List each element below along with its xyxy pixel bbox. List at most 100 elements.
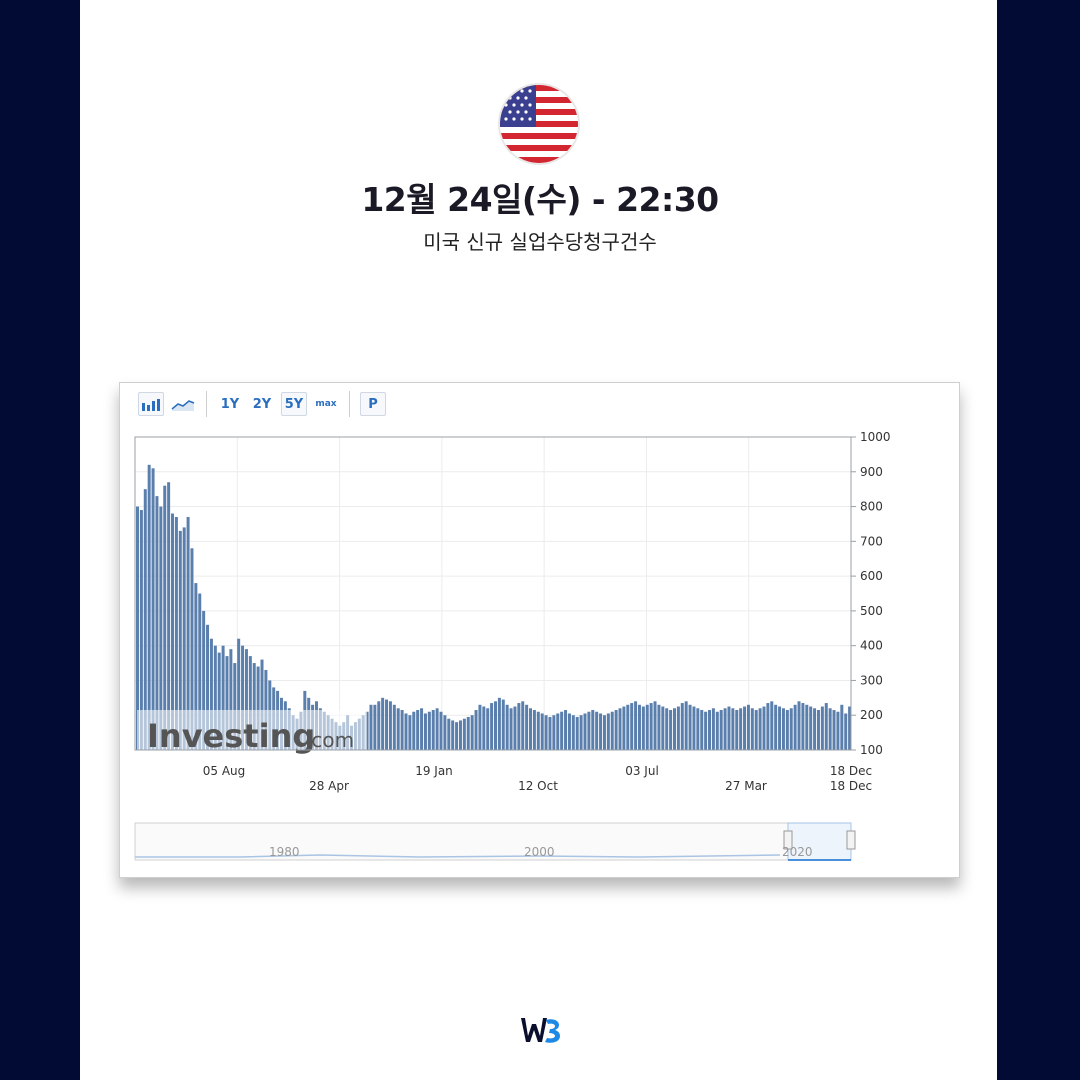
- print-button[interactable]: P: [360, 392, 386, 416]
- bar: [684, 701, 688, 750]
- bar: [217, 652, 221, 750]
- navigator-label-1980: 1980: [269, 845, 300, 859]
- bar: [186, 516, 190, 750]
- y-tick-label: 700: [860, 534, 883, 548]
- bar: [805, 704, 809, 750]
- bar: [147, 464, 151, 750]
- bar: [610, 711, 614, 750]
- bar: [828, 708, 832, 750]
- bar: [377, 701, 381, 750]
- y-tick-label: 300: [860, 673, 883, 687]
- event-name-subtitle: 미국 신규 실업수당청구건수: [423, 230, 657, 254]
- chart-card: 1Y 2Y 5Y max P Investing .com 100 200 300 4…: [119, 382, 960, 878]
- y-tick-label: 400: [860, 639, 883, 653]
- x-label-row1: 05 Aug: [203, 764, 246, 778]
- line-chart-icon[interactable]: [170, 392, 196, 416]
- bar: [746, 704, 750, 750]
- bar: [412, 711, 416, 750]
- bar: [564, 710, 568, 750]
- bar: [548, 716, 552, 750]
- bar: [575, 716, 579, 750]
- bar: [754, 710, 758, 750]
- navigator[interactable]: 1980 2000 2020: [134, 822, 856, 861]
- wb-logo-icon: [519, 1014, 563, 1046]
- event-datetime-title: 12월 24일(수) - 22:30: [361, 180, 719, 219]
- bar: [178, 530, 182, 750]
- range-1y-button[interactable]: 1Y: [220, 396, 240, 412]
- bar: [591, 710, 595, 750]
- range-max-button[interactable]: max: [315, 399, 337, 409]
- bar: [813, 708, 817, 750]
- bar: [388, 701, 392, 750]
- bar: [649, 703, 653, 750]
- bar: [700, 710, 704, 750]
- bar: [645, 704, 649, 750]
- bar: [793, 704, 797, 750]
- bar: [182, 527, 186, 750]
- bar: [641, 706, 645, 750]
- y-tick-label: 600: [860, 569, 883, 583]
- bar: [194, 583, 198, 750]
- bar: [381, 697, 385, 750]
- bar: [451, 720, 455, 750]
- y-axis-ticks: 100 200 300 400 500 600 700 800 900 1000: [851, 430, 891, 757]
- bar: [248, 656, 252, 750]
- bar: [373, 704, 377, 750]
- bar: [536, 711, 540, 750]
- bar: [435, 708, 439, 750]
- bar: [583, 713, 587, 750]
- chart-toolbar: 1Y 2Y 5Y max P: [138, 390, 392, 418]
- bar: [221, 645, 225, 750]
- bar: [634, 701, 638, 750]
- x-axis-labels: 05 Aug 19 Jan 03 Jul 18 Dec 28 Apr 12 Oct 27 M…: [203, 764, 872, 793]
- navigator-label-2000: 2000: [524, 845, 555, 859]
- bar: [225, 656, 229, 750]
- bar: [470, 715, 474, 750]
- bar: [233, 663, 237, 750]
- x-label-row2: 12 Oct: [518, 779, 558, 793]
- bar: [159, 506, 163, 750]
- bar: [420, 708, 424, 750]
- navigator-label-2020: 2020: [782, 845, 813, 859]
- bar: [497, 697, 501, 750]
- x-label-row1: 19 Jan: [415, 764, 453, 778]
- bar: [190, 548, 194, 750]
- bar: [151, 468, 155, 750]
- y-tick-label: 800: [860, 500, 883, 514]
- bar: [673, 708, 676, 750]
- bar: [241, 645, 245, 750]
- bar: [661, 706, 665, 750]
- bar: [739, 708, 743, 750]
- y-tick-label: 500: [860, 604, 883, 618]
- bar: [385, 699, 389, 750]
- navigator-right-handle[interactable]: [846, 830, 856, 850]
- bar: [614, 710, 618, 750]
- bar: [622, 706, 626, 750]
- bar: [244, 649, 248, 750]
- bar: [579, 715, 583, 750]
- bar: [404, 713, 408, 750]
- bar: [544, 715, 548, 750]
- bar: [431, 710, 435, 750]
- chart-bars: [136, 464, 852, 750]
- bar: [758, 708, 762, 750]
- bar: [256, 666, 260, 750]
- bar: [657, 704, 661, 750]
- bar: [540, 713, 544, 750]
- range-5y-button[interactable]: 5Y: [281, 392, 307, 416]
- watermark-dotcom: .com: [305, 728, 354, 752]
- us-flag-icon: [500, 85, 578, 163]
- bar: [653, 701, 657, 750]
- bar: [797, 701, 801, 750]
- bar: [824, 703, 828, 750]
- bar: [708, 710, 712, 750]
- navigator-left-handle[interactable]: [783, 830, 793, 850]
- x-label-row2: 28 Apr: [309, 779, 349, 793]
- range-2y-button[interactable]: 2Y: [252, 396, 272, 412]
- bar: [840, 704, 844, 750]
- bar: [750, 708, 754, 750]
- bar: [618, 708, 622, 750]
- y-tick-label: 100: [860, 743, 883, 757]
- bar: [513, 706, 517, 750]
- bar-chart-icon[interactable]: [138, 392, 164, 416]
